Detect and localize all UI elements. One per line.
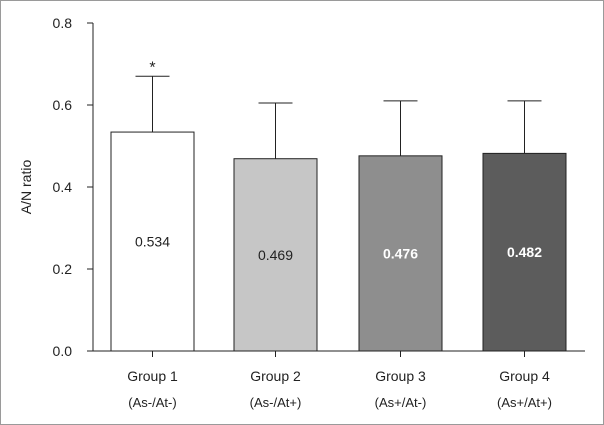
data-label: 0.469 xyxy=(258,247,293,263)
significance-marker: * xyxy=(149,59,155,76)
y-tick-label: 0.0 xyxy=(53,343,73,359)
x-category-label: Group 2 xyxy=(250,368,301,384)
x-subcategory-label: (As+/At+) xyxy=(497,395,552,410)
y-axis: 0.0 0.2 0.4 0.6 0.8 xyxy=(53,15,94,359)
data-label: 0.534 xyxy=(135,234,170,250)
x-category-label: Group 4 xyxy=(499,368,550,384)
y-tick-label: 0.4 xyxy=(53,179,73,195)
data-label: 0.476 xyxy=(383,245,418,261)
bar xyxy=(358,155,443,352)
x-subcategory-label: (As-/At+) xyxy=(250,395,302,410)
bars: 0.534 * 0.469 0.476 0.482 xyxy=(110,59,567,352)
bar xyxy=(482,152,567,352)
y-axis-label: A/N ratio xyxy=(18,160,34,215)
x-subcategory-label: (As+/At-) xyxy=(375,395,427,410)
y-tick-label: 0.6 xyxy=(53,97,73,113)
x-category-label: Group 3 xyxy=(375,368,426,384)
y-tick-label: 0.2 xyxy=(53,261,73,277)
x-category-label: Group 1 xyxy=(127,368,178,384)
x-subcategory-label: (As-/At-) xyxy=(128,395,176,410)
bar xyxy=(110,131,195,352)
data-label: 0.482 xyxy=(507,244,542,260)
x-axis: Group 1 (As-/At-) Group 2 (As-/At+) Group 3 (… xyxy=(93,350,585,410)
y-tick-label: 0.8 xyxy=(53,15,73,31)
bar xyxy=(233,158,318,352)
